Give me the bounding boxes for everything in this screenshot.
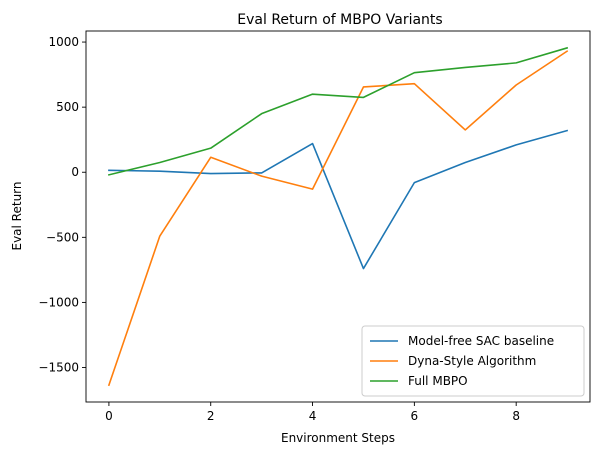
plot-frame: [85, 30, 591, 403]
legend-label-0: Model-free SAC baseline: [408, 334, 554, 348]
chart-title: Eval Return of MBPO Variants: [237, 12, 442, 28]
legend-label-1: Dyna-Style Algorithm: [408, 354, 536, 368]
y-tick-label: 500: [56, 100, 79, 114]
x-tick-label: 0: [105, 409, 113, 423]
y-axis-label: Eval Return: [10, 181, 24, 250]
series-line-1: [107, 50, 569, 387]
y-tick-label: 1000: [48, 35, 79, 49]
x-tick-label: 4: [309, 409, 317, 423]
y-tick-label: −500: [46, 230, 79, 244]
x-tick-label: 8: [512, 409, 520, 423]
legend-box: [361, 325, 585, 397]
y-tick-label: 0: [71, 165, 79, 179]
legend: Model-free SAC baseline Dyna-Style Algori…: [361, 325, 585, 397]
series-line-0: [108, 129, 569, 270]
x-axis-ticks: 0 2 4 6 8: [105, 402, 520, 423]
y-tick-label: −1500: [38, 361, 79, 375]
x-tick-label: 6: [411, 409, 419, 423]
x-axis-label: Environment Steps: [281, 431, 395, 445]
series-lines: [107, 46, 569, 387]
legend-label-2: Full MBPO: [408, 374, 468, 388]
y-axis-ticks: −1500 −1000 −500 0 500 1000: [38, 35, 86, 375]
series-line-2: [107, 46, 569, 176]
y-tick-label: −1000: [38, 295, 79, 309]
x-tick-label: 2: [207, 409, 215, 423]
